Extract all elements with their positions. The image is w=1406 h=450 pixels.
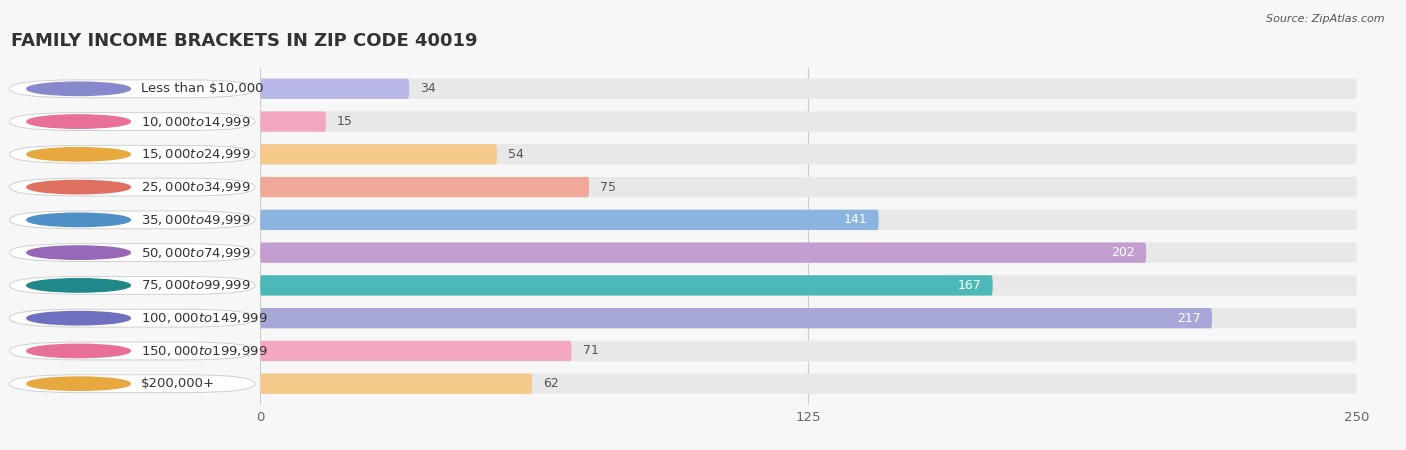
FancyBboxPatch shape — [10, 309, 254, 327]
Circle shape — [27, 344, 131, 358]
Circle shape — [27, 115, 131, 128]
Text: 217: 217 — [1177, 312, 1201, 324]
FancyBboxPatch shape — [10, 211, 254, 229]
FancyBboxPatch shape — [260, 275, 1357, 296]
Text: Less than $10,000: Less than $10,000 — [141, 82, 263, 95]
Text: $35,000 to $49,999: $35,000 to $49,999 — [141, 213, 250, 227]
Text: $100,000 to $149,999: $100,000 to $149,999 — [141, 311, 267, 325]
FancyBboxPatch shape — [260, 210, 1357, 230]
Text: 167: 167 — [957, 279, 981, 292]
FancyBboxPatch shape — [260, 144, 496, 165]
FancyBboxPatch shape — [260, 79, 409, 99]
Circle shape — [27, 311, 131, 325]
FancyBboxPatch shape — [10, 145, 254, 163]
FancyBboxPatch shape — [260, 275, 993, 296]
Text: $10,000 to $14,999: $10,000 to $14,999 — [141, 115, 250, 129]
FancyBboxPatch shape — [260, 243, 1146, 263]
FancyBboxPatch shape — [260, 177, 589, 197]
Text: 71: 71 — [582, 344, 599, 357]
Text: 141: 141 — [844, 213, 868, 226]
Text: 62: 62 — [543, 377, 558, 390]
Circle shape — [27, 279, 131, 292]
Text: $150,000 to $199,999: $150,000 to $199,999 — [141, 344, 267, 358]
Text: 15: 15 — [337, 115, 353, 128]
FancyBboxPatch shape — [260, 374, 531, 394]
FancyBboxPatch shape — [260, 243, 1357, 263]
FancyBboxPatch shape — [10, 112, 254, 130]
FancyBboxPatch shape — [10, 342, 254, 360]
Circle shape — [27, 82, 131, 95]
FancyBboxPatch shape — [10, 178, 254, 196]
FancyBboxPatch shape — [10, 375, 254, 393]
Text: 54: 54 — [508, 148, 524, 161]
FancyBboxPatch shape — [260, 308, 1357, 328]
FancyBboxPatch shape — [260, 79, 1357, 99]
FancyBboxPatch shape — [260, 308, 1212, 328]
FancyBboxPatch shape — [260, 144, 1357, 165]
Circle shape — [27, 148, 131, 161]
Text: 75: 75 — [600, 180, 616, 194]
Text: Source: ZipAtlas.com: Source: ZipAtlas.com — [1267, 14, 1385, 23]
FancyBboxPatch shape — [10, 276, 254, 294]
FancyBboxPatch shape — [10, 80, 254, 98]
Text: $75,000 to $99,999: $75,000 to $99,999 — [141, 279, 250, 292]
Text: FAMILY INCOME BRACKETS IN ZIP CODE 40019: FAMILY INCOME BRACKETS IN ZIP CODE 40019 — [11, 32, 478, 50]
FancyBboxPatch shape — [260, 112, 326, 132]
FancyBboxPatch shape — [260, 374, 1357, 394]
FancyBboxPatch shape — [260, 112, 1357, 132]
Text: 34: 34 — [420, 82, 436, 95]
Text: $50,000 to $74,999: $50,000 to $74,999 — [141, 246, 250, 260]
FancyBboxPatch shape — [260, 210, 879, 230]
Text: $15,000 to $24,999: $15,000 to $24,999 — [141, 147, 250, 162]
FancyBboxPatch shape — [260, 177, 1357, 197]
Circle shape — [27, 377, 131, 391]
Circle shape — [27, 213, 131, 226]
Circle shape — [27, 180, 131, 194]
FancyBboxPatch shape — [10, 244, 254, 261]
FancyBboxPatch shape — [260, 341, 572, 361]
Text: $25,000 to $34,999: $25,000 to $34,999 — [141, 180, 250, 194]
Text: 202: 202 — [1112, 246, 1135, 259]
Circle shape — [27, 246, 131, 259]
Text: $200,000+: $200,000+ — [141, 377, 215, 390]
FancyBboxPatch shape — [260, 341, 1357, 361]
